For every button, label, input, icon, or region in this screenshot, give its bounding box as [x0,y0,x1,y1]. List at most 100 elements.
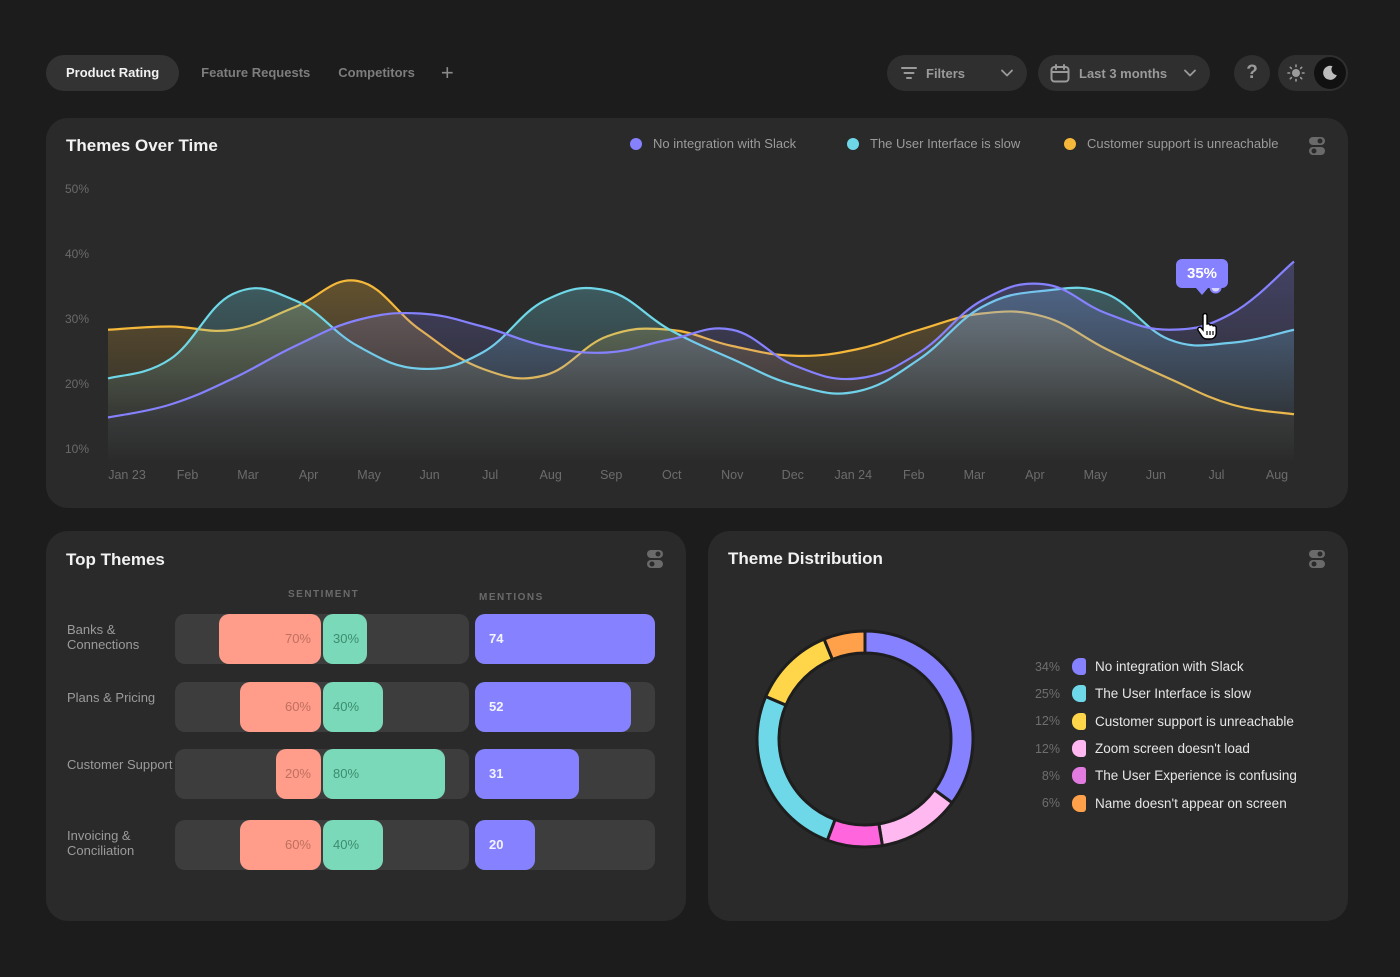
percent-label: 25% [1034,686,1060,701]
donut-segment[interactable] [863,629,975,805]
positive-sentiment-bar: 40% [323,682,383,732]
mentions-track: 52 [475,682,655,732]
date-range-label: Last 3 months [1079,65,1168,81]
donut-segment[interactable] [763,637,835,708]
toolbar-controls: Filters Last 3 months ? [887,55,1348,91]
mentions-track: 74 [475,614,655,664]
color-swatch-icon [1072,712,1086,730]
moon-icon [1323,65,1337,80]
legend-label: The User Interface is slow [870,136,1021,151]
legend-label: Customer support is unreachable [1095,713,1294,729]
theme-label: Plans & Pricing [67,690,156,705]
table-row[interactable]: Plans & Pricing 60% 40% 52 [46,682,686,732]
sun-icon [1287,64,1305,82]
legend-dot-icon [630,137,642,150]
legend-item[interactable]: 12% Zoom screen doesn't load [1026,735,1297,762]
filters-dropdown[interactable]: Filters [887,55,1027,91]
settings-toggle-icon[interactable] [647,550,663,568]
series-area [108,261,1294,463]
chevron-down-icon [1001,69,1013,77]
color-swatch-icon [1072,658,1086,676]
positive-sentiment-bar: 80% [323,749,445,799]
tab-product-rating[interactable]: Product Rating [46,55,180,91]
y-tick-label: 20% [65,377,90,391]
sentiment-track: 60% 40% [175,682,469,732]
legend-item[interactable]: 25% The User Interface is slow [1026,680,1297,707]
settings-toggle-icon[interactable] [1309,550,1325,568]
chevron-down-icon [1184,69,1196,77]
mentions-bar: 31 [475,749,579,799]
x-tick-label: Mar [963,468,986,482]
table-row[interactable]: Invoicing & Conciliation 60% 40% 20 [46,820,686,870]
percent-label: 6% [1041,796,1060,811]
legend-label: Customer support is unreachable [1087,136,1279,151]
legend-item-ui-slow[interactable]: The User Interface is slow [847,136,1020,151]
color-swatch-icon [1072,740,1086,758]
x-tick-label: Dec [781,468,804,482]
pointer-cursor-icon [1197,312,1217,340]
legend-item[interactable]: 8% The User Experience is confusing [1026,762,1297,789]
table-row[interactable]: Banks & Connections 70% 30% 74 [46,614,686,664]
color-swatch-icon [1072,794,1086,812]
mentions-track: 20 [475,820,655,870]
x-tick-label: Jan 24 [834,468,873,482]
x-tick-label: Jun [1145,468,1167,482]
theme-distribution-card: Theme Distribution 34% No integration wi… [708,531,1348,921]
help-button[interactable]: ? [1234,55,1270,91]
mentions-bar: 52 [475,682,631,732]
legend-item[interactable]: 34% No integration with Slack [1026,653,1297,680]
tab-competitors[interactable]: Competitors [338,65,415,80]
sentiment-track: 70% 30% [175,614,469,664]
top-bar: Product Rating Feature Requests Competit… [46,55,1348,91]
x-tick-label: Feb [176,468,199,482]
y-tick-label: 30% [65,312,90,326]
donut-segment[interactable] [825,817,885,849]
donut-segment[interactable] [755,694,837,843]
percent-label: 8% [1041,768,1060,783]
legend-label: Zoom screen doesn't load [1095,741,1250,757]
add-tab-button[interactable]: + [440,60,454,85]
theme-label: Customer Support [67,757,173,772]
y-tick-label: 10% [65,442,90,456]
line-chart[interactable] [46,118,1348,508]
themes-over-time-card: Themes Over Time No integration with Sla… [46,118,1348,508]
card-title: Top Themes [66,550,165,569]
table-row[interactable]: Customer Support 20% 80% 31 [46,749,686,799]
percent-label: 12% [1034,714,1060,729]
donut-chart[interactable] [755,629,975,849]
legend-label: No integration with Slack [653,136,797,151]
theme-toggle[interactable] [1278,55,1348,91]
legend-dot-icon [847,137,859,150]
mentions-track: 31 [475,749,655,799]
series-line[interactable] [107,260,1295,419]
date-range-dropdown[interactable]: Last 3 months [1038,55,1210,91]
tab-feature-requests[interactable]: Feature Requests [201,65,311,80]
donut-segment[interactable] [877,787,955,848]
color-swatch-icon [1072,767,1086,785]
x-tick-label: May [357,468,381,482]
legend-label: The User Experience is confusing [1095,768,1297,784]
legend-item[interactable]: 6% Name doesn't appear on screen [1026,789,1297,816]
negative-sentiment-bar: 60% [240,682,321,732]
x-tick-label: Jun [419,468,440,482]
settings-toggle-icon[interactable] [1309,137,1325,155]
legend-dot-icon [1064,137,1076,150]
legend-label: The User Interface is slow [1095,686,1252,702]
distribution-legend: 34% No integration with Slack 25% The Us… [1026,653,1297,817]
donut-segment[interactable] [822,629,867,662]
x-tick-label: Aug [539,468,562,482]
color-swatch-icon [1072,685,1086,703]
sentiment-track: 20% 80% [175,749,469,799]
percent-label: 34% [1034,659,1060,674]
negative-sentiment-bar: 70% [219,614,321,664]
legend-label: No integration with Slack [1095,659,1244,675]
legend-item[interactable]: 12% Customer support is unreachable [1026,708,1297,735]
legend-item-support[interactable]: Customer support is unreachable [1064,136,1279,151]
legend-label: Name doesn't appear on screen [1095,795,1287,811]
x-tick-label: Mar [237,468,259,482]
light-mode-button[interactable] [1280,57,1312,89]
calendar-icon [1050,63,1070,82]
legend-item-slack[interactable]: No integration with Slack [630,136,796,151]
dark-mode-button[interactable] [1314,57,1346,89]
percent-label: 12% [1034,741,1060,756]
